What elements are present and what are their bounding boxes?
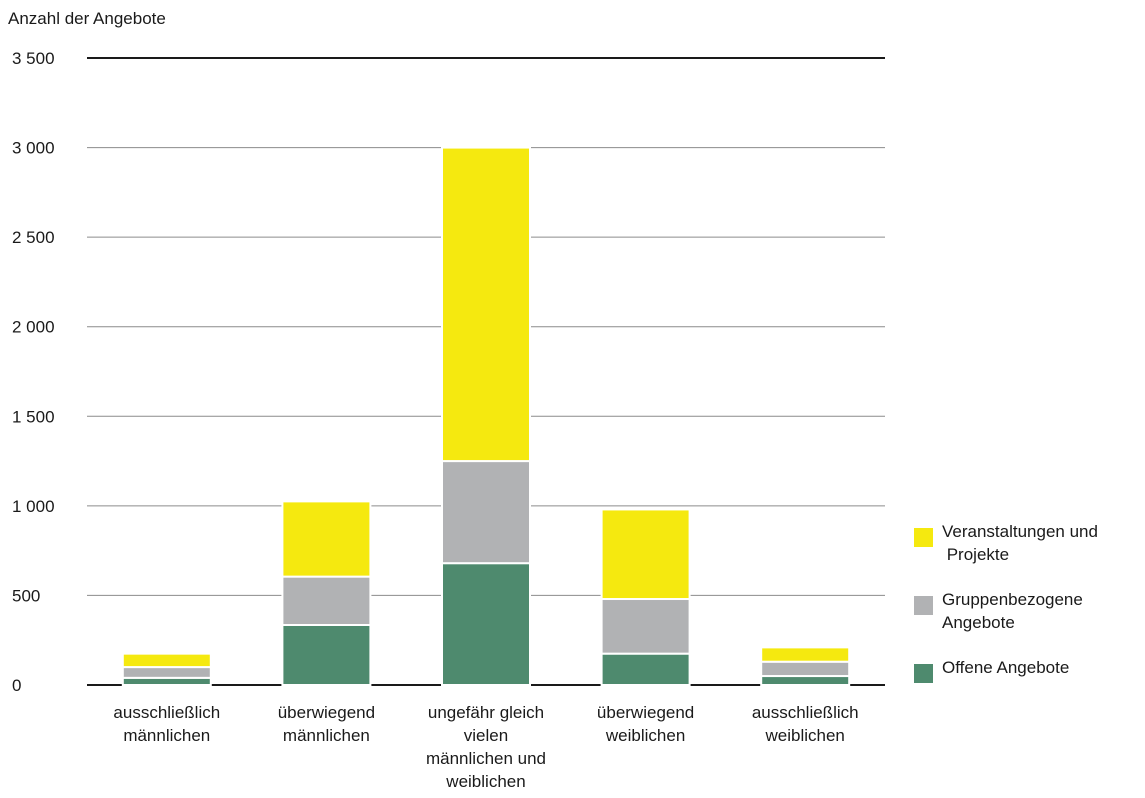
x-category-labels: ausschließlich männlichen überwiegend männl… (113, 703, 858, 791)
legend-swatch (914, 528, 933, 547)
y-tick-label: 1 000 (12, 497, 55, 516)
y-axis-title: Anzahl der Angebote (8, 9, 166, 28)
legend: Veranstaltungen und Projekte Gruppenbezo… (914, 520, 1142, 724)
bar-segment (600, 652, 691, 687)
bar-segment (760, 660, 851, 678)
bars (121, 146, 851, 687)
y-tick-label: 0 (12, 676, 21, 695)
bar-segment (441, 146, 531, 463)
legend-label: Veranstaltungen und Projekte (942, 522, 1098, 564)
y-tick-label: 3 000 (12, 139, 55, 158)
x-category-label: vielen (464, 726, 508, 745)
legend-label: Offene Angebote (942, 658, 1070, 677)
bar-segment (600, 598, 691, 655)
bar-segment (441, 460, 531, 565)
bar-segment (281, 623, 372, 686)
y-tick-labels: 0 500 1 000 1 500 2 000 2 500 3 000 3 500 (12, 49, 55, 695)
bar-segment (760, 675, 851, 686)
bar-segment (760, 646, 851, 663)
x-category-label: weiblichen (445, 772, 525, 791)
legend-item-offene: Offene Angebote (914, 656, 1142, 724)
y-tick-label: 2 500 (12, 228, 55, 247)
legend-label: Gruppenbezogene Angebote (942, 590, 1083, 632)
y-tick-label: 3 500 (12, 49, 55, 68)
bar-segment (121, 652, 212, 669)
x-category-label: männlichen und (426, 749, 546, 768)
x-category-label: weiblichen (765, 726, 845, 745)
y-tick-label: 2 000 (12, 318, 55, 337)
legend-swatch (914, 596, 933, 615)
bar-segment (441, 562, 531, 687)
bar-segment (281, 575, 372, 626)
x-category-label: überwiegend (278, 703, 375, 722)
legend-swatch (914, 664, 933, 683)
bar-segment (281, 500, 372, 578)
x-category-label: ungefähr gleich (428, 703, 544, 722)
x-category-label: ausschließlich (752, 703, 859, 722)
x-category-label: ausschließlich (113, 703, 220, 722)
bar-segment (600, 508, 691, 601)
x-category-label: männlichen (123, 726, 210, 745)
y-tick-label: 500 (12, 586, 40, 605)
y-tick-label: 1 500 (12, 407, 55, 426)
x-category-label: männlichen (283, 726, 370, 745)
x-category-label: überwiegend (597, 703, 694, 722)
legend-item-veranstaltungen: Veranstaltungen und Projekte (914, 520, 1142, 588)
x-category-label: weiblichen (605, 726, 685, 745)
bar-segment (121, 676, 212, 687)
legend-item-gruppenbezogene: Gruppenbezogene Angebote (914, 588, 1142, 656)
bar-segment (121, 666, 212, 679)
